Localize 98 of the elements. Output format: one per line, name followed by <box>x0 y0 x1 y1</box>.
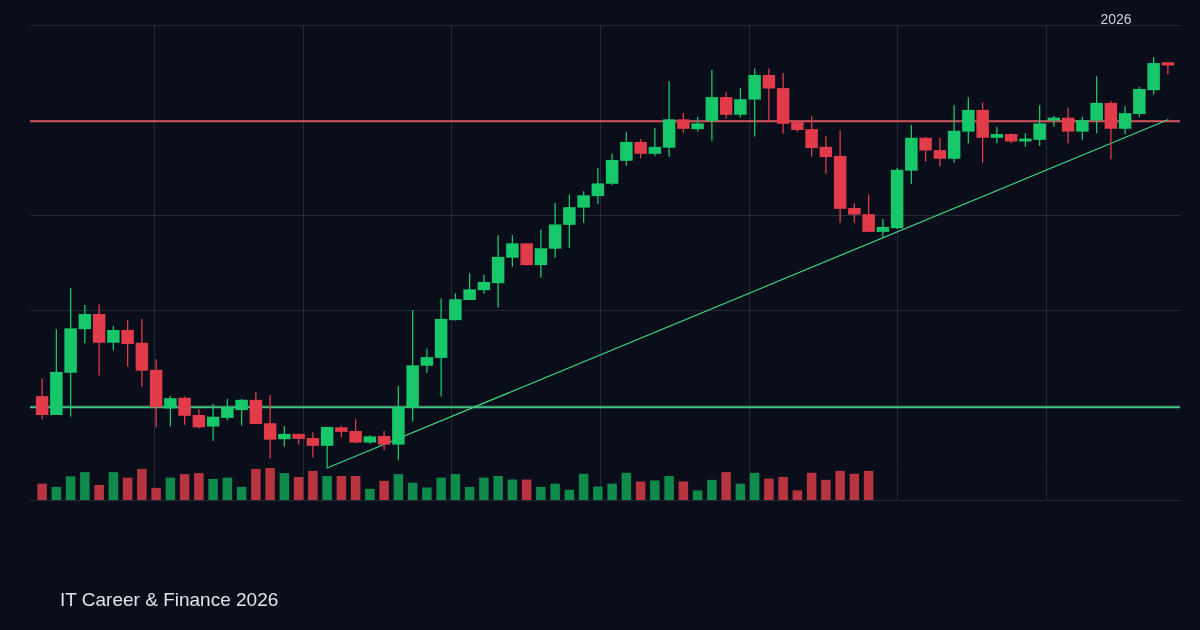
candlestick <box>719 91 733 120</box>
candlestick <box>876 218 890 238</box>
candlestick <box>178 395 191 426</box>
candlestick <box>192 408 206 430</box>
candlestick <box>1061 106 1075 144</box>
bar <box>835 470 845 500</box>
bar <box>94 484 104 500</box>
bar <box>350 476 361 500</box>
bar <box>692 490 703 500</box>
candlestick <box>1118 105 1132 135</box>
candlestick <box>620 131 633 167</box>
bar <box>792 490 803 500</box>
bar <box>65 476 76 500</box>
bar <box>650 480 660 500</box>
bar <box>664 476 674 500</box>
candlestick <box>762 68 776 121</box>
bar <box>179 474 190 500</box>
candlestick <box>605 153 619 186</box>
bar <box>493 476 503 500</box>
bar <box>507 479 518 500</box>
bar <box>806 472 817 500</box>
bar <box>735 483 746 500</box>
candlestick <box>705 69 719 142</box>
bar <box>578 473 589 500</box>
candlestick <box>962 96 975 144</box>
candlestick <box>677 112 690 134</box>
text: IT Career & Finance 2026 <box>60 589 279 610</box>
bar <box>479 477 489 500</box>
candlestick <box>506 234 519 268</box>
bar <box>293 476 304 500</box>
candlestick <box>263 394 277 460</box>
text: 2026 <box>1100 11 1132 27</box>
bar <box>379 480 389 500</box>
bar <box>536 486 546 500</box>
bar <box>707 479 717 500</box>
bar <box>407 482 418 500</box>
bar <box>678 481 689 500</box>
bar <box>37 483 47 500</box>
candlestick <box>819 135 833 175</box>
bar <box>593 486 603 500</box>
bar <box>607 483 617 500</box>
candlestick <box>933 137 947 168</box>
bar <box>236 486 247 500</box>
bar <box>749 472 760 500</box>
candlestick <box>278 425 291 448</box>
bar <box>464 486 475 500</box>
candlestick <box>634 138 647 159</box>
bar <box>550 483 560 500</box>
bar <box>208 478 218 500</box>
bar <box>251 468 261 500</box>
bar <box>222 477 233 500</box>
bar <box>635 481 646 500</box>
candlestick <box>477 274 491 295</box>
candlestick <box>534 229 548 279</box>
bar <box>621 472 632 500</box>
bar <box>849 473 860 500</box>
candlestick <box>306 431 320 458</box>
candlestick <box>420 347 434 374</box>
bar <box>308 470 318 500</box>
bar <box>422 487 432 500</box>
candlestick <box>648 127 662 157</box>
candlestick <box>121 319 134 368</box>
bar <box>365 488 375 500</box>
candlestick <box>206 403 220 442</box>
bar <box>279 473 290 500</box>
bar <box>450 474 461 500</box>
candlestick <box>1161 61 1175 75</box>
bar <box>721 472 731 500</box>
candlestick <box>35 377 49 420</box>
bar <box>778 476 788 500</box>
candlestick <box>320 426 334 469</box>
bar <box>137 468 147 500</box>
candlestick <box>78 304 92 344</box>
bar <box>393 474 404 500</box>
candlestick <box>591 167 605 205</box>
candlestick <box>990 126 1004 144</box>
bar <box>764 478 774 500</box>
bar <box>336 476 347 500</box>
bar <box>322 476 332 500</box>
candlestick <box>919 136 932 163</box>
candlestick <box>164 395 177 428</box>
bar <box>821 479 831 500</box>
candlestick <box>1047 115 1061 128</box>
bar <box>165 477 176 500</box>
candlestick <box>107 325 120 351</box>
bar <box>521 479 532 500</box>
bar <box>108 472 119 500</box>
bar <box>80 472 90 500</box>
bar <box>51 486 62 500</box>
bar <box>265 468 275 500</box>
bar <box>564 489 575 500</box>
bar <box>863 470 874 500</box>
bar <box>436 477 446 500</box>
candlestick <box>377 430 391 451</box>
bar <box>194 473 204 500</box>
candlestick <box>520 242 533 267</box>
bar <box>151 487 161 500</box>
bar <box>122 477 133 500</box>
